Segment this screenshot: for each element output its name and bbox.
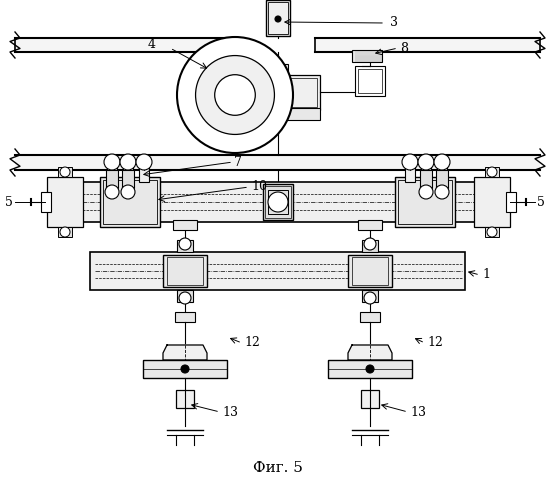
Circle shape [487,167,497,177]
Bar [437,166,447,182]
Text: 4: 4 [148,38,156,52]
Bar [268,190,288,214]
Text: Фиг. 5: Фиг. 5 [253,461,303,475]
Circle shape [105,185,119,199]
Text: 1: 1 [482,268,490,281]
Bar [122,170,134,188]
Circle shape [179,292,191,304]
Text: 13: 13 [410,406,426,418]
Bar [362,240,378,252]
Circle shape [364,292,376,304]
Circle shape [181,365,189,373]
Circle shape [402,154,418,170]
Bar [58,227,72,237]
Bar [177,240,193,252]
Bar [398,180,452,224]
Circle shape [366,365,374,373]
Bar [143,360,227,378]
Text: 13: 13 [222,406,238,418]
Bar [70,182,485,222]
Bar [352,257,388,285]
Bar [355,66,385,96]
Bar [100,177,160,227]
Circle shape [177,37,293,153]
Bar [176,390,194,408]
Circle shape [136,154,152,170]
Bar [360,312,380,322]
Bar [139,166,149,182]
Bar [106,170,118,188]
Bar [506,192,516,212]
Bar [107,166,117,182]
Circle shape [60,227,70,237]
Circle shape [418,154,434,170]
Bar [285,108,320,120]
Bar [143,360,227,378]
Text: 5: 5 [5,196,13,208]
Bar [358,69,382,93]
Bar [15,155,540,170]
Bar [328,360,412,378]
Bar [41,192,51,212]
Circle shape [487,227,497,237]
Bar [436,170,448,188]
Bar [361,390,379,408]
Bar [90,252,465,290]
Bar [405,166,415,182]
Circle shape [179,238,191,250]
Bar [47,177,83,227]
Bar [362,290,378,302]
Bar [177,290,193,302]
Polygon shape [348,345,392,360]
Text: 7: 7 [234,156,242,168]
Text: 5: 5 [537,196,545,208]
Text: 10: 10 [251,180,267,194]
Bar [485,167,499,177]
Bar [348,255,392,287]
Bar [315,38,540,52]
Polygon shape [163,345,207,360]
Circle shape [214,74,255,116]
Circle shape [434,154,450,170]
Bar [175,312,195,322]
Circle shape [120,154,136,170]
Circle shape [419,185,433,199]
Bar [123,166,133,182]
Bar [15,38,240,52]
Bar [474,177,510,227]
Bar [328,360,412,378]
Bar [288,78,317,107]
Bar [266,0,290,36]
Bar [485,227,499,237]
Circle shape [60,167,70,177]
Bar [103,180,157,224]
Bar [265,186,291,218]
Text: 12: 12 [427,336,443,349]
Circle shape [275,16,281,22]
Bar [173,220,197,230]
Bar [358,220,382,230]
Bar [263,184,293,220]
Bar [268,64,288,76]
Circle shape [121,185,135,199]
Text: 8: 8 [400,42,408,54]
Circle shape [196,56,275,134]
Circle shape [268,192,288,212]
Circle shape [435,185,449,199]
Text: 3: 3 [390,16,398,30]
Text: 12: 12 [244,336,260,349]
Bar [285,75,320,110]
Bar [167,257,203,285]
Bar [163,255,207,287]
Bar [420,170,432,188]
Bar [421,166,431,182]
Circle shape [364,238,376,250]
Bar [58,167,72,177]
Circle shape [104,154,120,170]
Bar [352,50,382,62]
Bar [268,2,288,34]
Bar [395,177,455,227]
